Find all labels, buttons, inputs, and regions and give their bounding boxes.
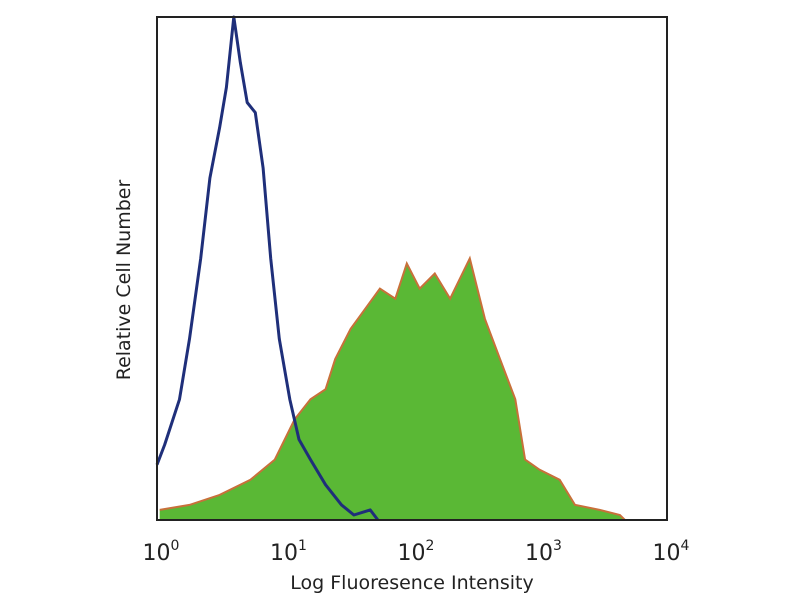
plot-frame xyxy=(156,16,668,521)
x-axis-label: Log Fluoresence Intensity xyxy=(290,572,533,594)
x-tick-label: 104 xyxy=(653,538,690,566)
x-tick-label: 100 xyxy=(143,538,180,566)
y-axis-label: Relative Cell Number xyxy=(113,180,135,381)
stained-histogram-area xyxy=(159,258,625,520)
x-tick-label: 103 xyxy=(525,538,562,566)
x-tick-label: 101 xyxy=(270,538,307,566)
x-tick-label: 102 xyxy=(398,538,435,566)
control-histogram-line xyxy=(155,15,380,521)
stained-histogram-outline xyxy=(159,255,626,521)
